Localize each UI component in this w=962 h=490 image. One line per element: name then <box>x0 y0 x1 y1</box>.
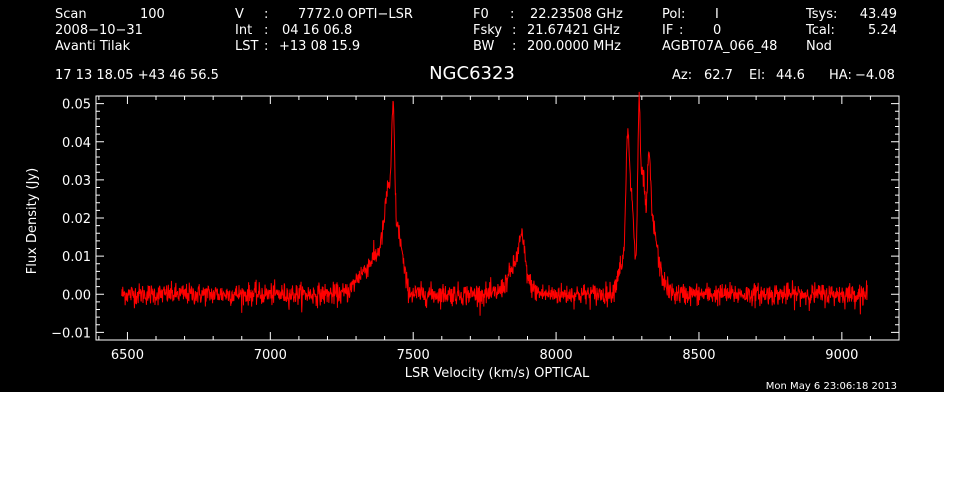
spectrum-series-line <box>121 91 868 316</box>
axis-tick-labels: 6500 7000 7500 8000 8500 9000 −0.01 0.00 0.01 0.0… <box>51 98 858 363</box>
f0-sep: : <box>510 7 514 22</box>
bw-value: 200.0000 MHz <box>527 39 621 54</box>
az-value: 62.7 <box>704 68 733 83</box>
plot-area: 6500 7000 7500 8000 8500 9000 −0.01 0.00 0.01 0.0… <box>51 91 900 363</box>
observer-name: Avanti Tilak <box>55 39 131 54</box>
x-tick-label: 6500 <box>111 348 144 363</box>
x-tick-label: 8500 <box>682 348 715 363</box>
y-tick-label: 0.02 <box>62 212 91 227</box>
int-value: 04 16 06.8 <box>282 23 352 38</box>
f0-value: 22.23508 GHz <box>530 7 623 22</box>
y-tick-label: −0.01 <box>51 326 91 341</box>
scan-value: 100 <box>140 7 165 22</box>
axis-ticks <box>96 95 900 341</box>
lst-sep: : <box>264 39 268 54</box>
plot-frame: Scan 100 V : 7772.0 OPTI−LSR F0 : 22.235… <box>0 0 944 392</box>
ha-label: HA: <box>829 68 852 83</box>
bw-sep: : <box>512 39 516 54</box>
pol-label: Pol: <box>662 7 685 22</box>
el-value: 44.6 <box>776 68 805 83</box>
spectrum-chart: Scan 100 V : 7772.0 OPTI−LSR F0 : 22.235… <box>25 7 900 392</box>
tsys-label: Tsys: <box>805 7 837 22</box>
y-tick-label: 0.04 <box>62 136 91 151</box>
procedure-name: Nod <box>806 39 832 54</box>
x-tick-label: 7000 <box>254 348 287 363</box>
tsys-value: 43.49 <box>860 7 897 22</box>
obs-date: 2008−10−31 <box>55 23 143 38</box>
lst-value: +13 08 15.9 <box>279 39 360 54</box>
fsky-value: 21.67421 GHz <box>527 23 620 38</box>
lst-label: LST <box>235 39 258 54</box>
pol-value: I <box>715 7 719 22</box>
v-sep: : <box>264 7 268 22</box>
el-label: El: <box>749 68 765 83</box>
x-axis-label: LSR Velocity (km/s) OPTICAL <box>405 366 590 381</box>
scan-label: Scan <box>55 7 87 22</box>
int-sep: : <box>264 23 268 38</box>
fsky-sep: : <box>512 23 516 38</box>
tcal-value: 5.24 <box>868 23 897 38</box>
int-label: Int <box>235 23 252 38</box>
fsky-label: Fsky <box>473 23 502 38</box>
project-id: AGBT07A_066_48 <box>662 39 777 54</box>
source-name: NGC6323 <box>429 63 515 84</box>
x-tick-label: 8000 <box>540 348 573 363</box>
y-tick-label: 0.03 <box>62 174 91 189</box>
f0-label: F0 <box>473 7 489 22</box>
x-tick-label: 9000 <box>825 348 858 363</box>
if-value: 0 <box>713 23 721 38</box>
ha-value: −4.08 <box>855 68 895 83</box>
v-label: V <box>235 7 244 22</box>
x-tick-label: 7500 <box>397 348 430 363</box>
az-label: Az: <box>672 68 692 83</box>
v-value: 7772.0 OPTI−LSR <box>298 7 413 22</box>
y-tick-label: 0.00 <box>62 288 91 303</box>
source-coords: 17 13 18.05 +43 46 56.5 <box>55 68 219 83</box>
bw-label: BW <box>473 39 494 54</box>
timestamp: Mon May 6 23:06:18 2013 <box>766 381 897 392</box>
tcal-label: Tcal: <box>805 23 835 38</box>
y-axis-label: Flux Density (Jy) <box>25 168 40 274</box>
y-tick-label: 0.05 <box>62 98 91 113</box>
y-tick-label: 0.01 <box>62 250 91 265</box>
if-sep: : <box>679 23 683 38</box>
if-label: IF <box>662 23 673 38</box>
